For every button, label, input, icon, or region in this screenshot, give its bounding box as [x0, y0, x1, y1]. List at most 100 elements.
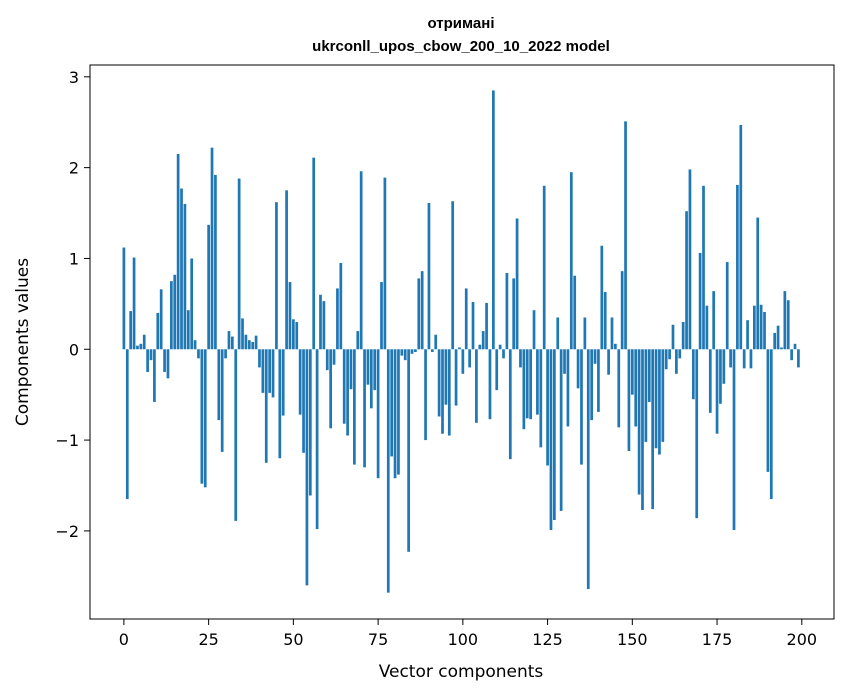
bar: [793, 343, 797, 350]
bar: [522, 349, 526, 430]
bar: [763, 312, 766, 350]
x-tick-label: 25: [198, 630, 218, 649]
x-tick-label: 100: [448, 630, 479, 649]
bar: [180, 188, 183, 350]
bar: [647, 349, 651, 402]
bar: [125, 349, 129, 500]
bar: [556, 317, 560, 350]
bar: [336, 288, 339, 350]
x-tick-label: 200: [787, 630, 818, 649]
x-tick-label: 50: [283, 630, 303, 649]
bar: [563, 349, 566, 374]
bar: [288, 282, 292, 350]
bar: [251, 342, 255, 350]
bar: [203, 349, 207, 488]
bar: [407, 349, 410, 552]
bar: [597, 349, 600, 412]
bar: [390, 349, 394, 457]
bar: [342, 349, 346, 424]
bar: [369, 349, 373, 409]
bar: [366, 349, 370, 385]
bar: [691, 349, 695, 400]
bar: [485, 302, 488, 350]
bar: [583, 317, 587, 350]
bar: [695, 349, 699, 519]
x-tick-label: 125: [532, 630, 563, 649]
bar: [502, 349, 505, 359]
bar: [671, 324, 675, 350]
bar: [434, 334, 438, 350]
bar: [783, 291, 787, 350]
bar: [414, 349, 417, 352]
bar: [159, 289, 163, 350]
bar: [512, 278, 516, 350]
bar: [329, 349, 333, 429]
bar: [322, 301, 326, 350]
bar: [319, 294, 322, 350]
bar: [780, 347, 783, 350]
bar: [766, 349, 770, 472]
y-tick-label: −1: [55, 431, 79, 450]
bar: [759, 304, 763, 350]
bar: [173, 274, 177, 350]
bar: [231, 336, 234, 350]
bar: [271, 349, 275, 398]
plot-frame: [89, 64, 835, 620]
bar: [427, 203, 431, 350]
bar: [403, 349, 407, 361]
bar: [529, 349, 532, 420]
bar: [186, 310, 190, 350]
bar: [400, 349, 404, 356]
bar: [729, 349, 732, 368]
bar: [719, 349, 722, 404]
bar: [220, 349, 224, 452]
bar: [678, 349, 682, 359]
bar: [641, 349, 644, 511]
bar: [471, 302, 475, 350]
bar: [617, 349, 621, 428]
bar: [573, 275, 577, 350]
bar: [295, 322, 299, 350]
bar: [302, 349, 305, 453]
bar: [664, 349, 668, 370]
bar: [603, 292, 607, 350]
bar: [461, 349, 465, 374]
bar: [420, 271, 424, 350]
bar: [736, 184, 739, 350]
bar: [339, 262, 343, 350]
bar: [590, 349, 594, 421]
x-tick-label: 175: [702, 630, 733, 649]
x-tick-label: 150: [617, 630, 648, 649]
bar: [349, 349, 353, 390]
bar: [654, 349, 658, 449]
y-tick-label: 1: [69, 249, 79, 268]
bar: [197, 349, 200, 359]
bar: [451, 201, 455, 350]
bar: [749, 349, 753, 369]
bar: [637, 349, 641, 495]
bar: [505, 272, 509, 350]
bar: [769, 349, 773, 500]
bar: [478, 344, 482, 350]
bar: [136, 345, 139, 350]
bar: [376, 349, 380, 479]
bar: [393, 349, 397, 479]
bar: [776, 325, 780, 350]
bar: [200, 349, 204, 484]
bar: [210, 147, 214, 350]
x-tick-label: 0: [119, 630, 129, 649]
bar: [254, 335, 258, 350]
bar: [569, 172, 573, 350]
bar: [149, 349, 153, 361]
bar: [190, 258, 194, 350]
bar: [214, 174, 217, 350]
bar: [308, 349, 312, 496]
bar: [447, 349, 451, 436]
bar: [593, 349, 597, 364]
bar: [495, 349, 499, 391]
bar: [756, 217, 760, 350]
bar: [536, 349, 539, 415]
bar: [454, 349, 458, 406]
bar: [292, 319, 295, 350]
